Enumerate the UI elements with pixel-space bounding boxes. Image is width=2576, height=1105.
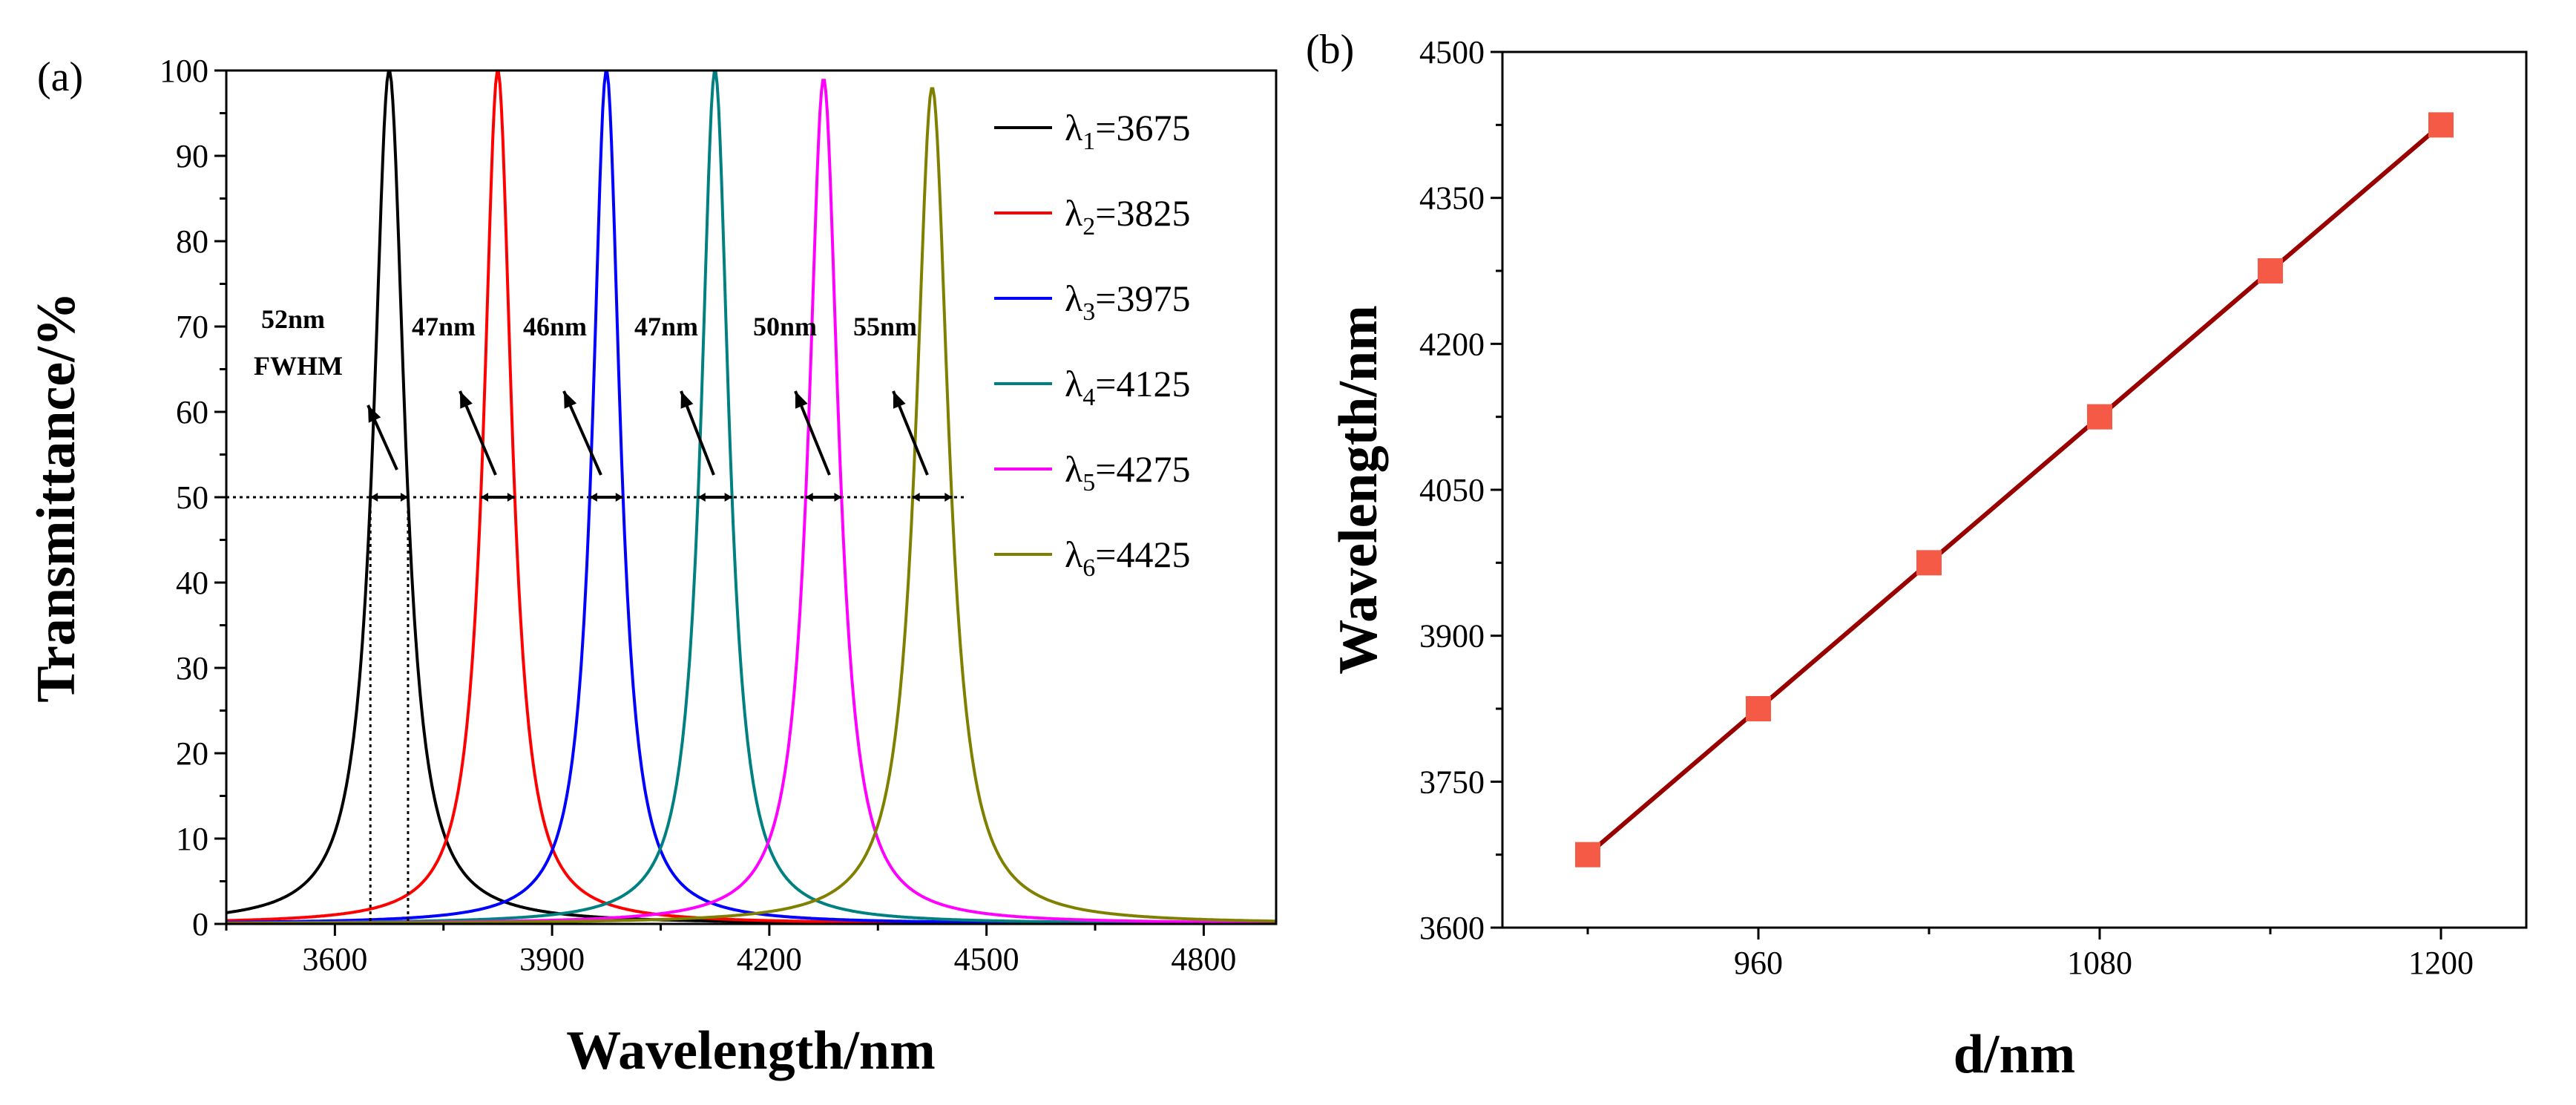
x-tick-label: 4200 (737, 941, 802, 977)
y-tick-label: 3600 (1419, 910, 1485, 946)
plot-a-fwhm-annotations: 52nm FWHM 47nm 46nm 47nm 50nm 55nm (254, 304, 953, 502)
y-tick-label: 4200 (1419, 326, 1485, 362)
fwhm-arrow-head-6 (893, 391, 906, 409)
plot-b-x-ticks: 960 1080 1200 (1586, 928, 2474, 981)
data-point-6 (2428, 112, 2454, 138)
fwhm-label-4: 47nm (634, 312, 698, 341)
panel-label-a: (a) (37, 54, 83, 100)
legend-label-3: λ3=3975 (1065, 278, 1190, 326)
fwhm-span-head-right-5 (834, 493, 842, 502)
legend-label-2: λ2=3825 (1065, 192, 1190, 240)
y-tick-label: 30 (176, 650, 208, 686)
plot-b-y-axis-title: Wavelength/nm (1328, 305, 1389, 674)
fwhm-arrow-head-2 (460, 391, 473, 409)
legend-label-1: λ1=3675 (1065, 107, 1190, 155)
fwhm-span-head-left-2 (481, 493, 489, 502)
x-tick-label: 4800 (1171, 941, 1236, 977)
fwhm-label-3: 46nm (523, 312, 587, 341)
data-point-5 (2258, 258, 2283, 283)
plot-b-area (1575, 112, 2454, 868)
fwhm-span-head-right-3 (615, 493, 623, 502)
fwhm-span-head-left-1 (370, 493, 378, 502)
legend-label-4: λ4=4125 (1065, 363, 1190, 411)
data-point-3 (1916, 550, 1942, 576)
data-point-4 (2087, 404, 2112, 430)
y-tick-label: 70 (176, 309, 208, 345)
panel-label-b: (b) (1306, 27, 1354, 73)
fwhm-span-head-left-6 (912, 493, 920, 502)
panel-b: (b) 960 1080 1200 3600 3750 3900 4050 4200 4350… (1306, 27, 2528, 1085)
y-tick-label: 80 (176, 223, 208, 260)
x-tick-label: 1200 (2408, 945, 2474, 981)
fwhm-span-head-right-2 (507, 493, 515, 502)
fwhm-note-label: FWHM (254, 351, 343, 381)
plot-b-y-ticks: 3600 3750 3900 4050 4200 4350 4500 (1419, 34, 1502, 946)
legend-label-5: λ5=4275 (1065, 448, 1190, 496)
y-tick-label: 60 (176, 394, 208, 430)
data-point-1 (1575, 842, 1600, 868)
y-tick-label: 3750 (1419, 764, 1485, 800)
legend-label-6: λ6=4425 (1065, 534, 1190, 582)
plot-a-area (226, 70, 1277, 925)
fwhm-arrow-head-5 (795, 391, 808, 409)
fwhm-span-head-left-5 (805, 493, 813, 502)
plot-a-y-ticks: 0 10 20 30 40 50 60 70 80 90 100 (160, 53, 226, 942)
x-tick-label: 3900 (519, 941, 585, 977)
plot-a-x-ticks: 3600 3900 4200 4500 4800 (225, 924, 1236, 977)
x-tick-label: 1080 (2067, 945, 2132, 981)
y-tick-label: 3900 (1419, 618, 1485, 655)
plot-b-x-axis-title: d/nm (1954, 1024, 2076, 1085)
fwhm-span-head-left-3 (589, 493, 597, 502)
y-tick-label: 4350 (1419, 180, 1485, 217)
plot-a-y-axis-title: Transmittance/% (26, 292, 87, 703)
series-line-6 (226, 87, 1276, 925)
y-tick-label: 10 (176, 821, 208, 857)
fwhm-label-1: 52nm (261, 304, 325, 334)
fwhm-arrow-head-1 (368, 405, 381, 423)
fwhm-label-6: 55nm (853, 312, 917, 341)
fit-line (1586, 123, 2442, 856)
x-tick-label: 960 (1734, 945, 1783, 981)
plot-a-x-axis-title: Wavelength/nm (566, 1020, 935, 1081)
fwhm-span-head-left-4 (697, 493, 706, 502)
y-tick-label: 50 (176, 479, 208, 516)
fwhm-span-head-right-1 (400, 493, 408, 502)
data-point-2 (1746, 696, 1771, 721)
y-tick-label: 100 (160, 53, 208, 89)
fwhm-arrow-head-3 (564, 391, 577, 409)
x-tick-label: 3600 (302, 941, 367, 977)
fwhm-arrow-head-4 (680, 391, 694, 409)
y-tick-label: 4050 (1419, 472, 1485, 508)
fwhm-span-head-right-4 (724, 493, 732, 502)
y-tick-label: 4500 (1419, 34, 1485, 71)
x-tick-label: 4500 (954, 941, 1019, 977)
fwhm-span-head-right-6 (944, 493, 953, 502)
plot-a-legend: λ1=3675 λ2=3825 λ3=3975 λ4=4125 λ5=4275 λ6=44… (994, 107, 1190, 582)
fwhm-label-2: 47nm (412, 312, 476, 341)
y-tick-label: 90 (176, 138, 208, 174)
fwhm-label-5: 50nm (753, 312, 817, 341)
panel-a: (a) 3600 3900 4200 4500 4800 0 10 20 30 40 50 60 70… (26, 53, 1278, 1081)
y-tick-label: 40 (176, 565, 208, 601)
y-tick-label: 20 (176, 735, 208, 772)
y-tick-label: 0 (192, 906, 208, 942)
